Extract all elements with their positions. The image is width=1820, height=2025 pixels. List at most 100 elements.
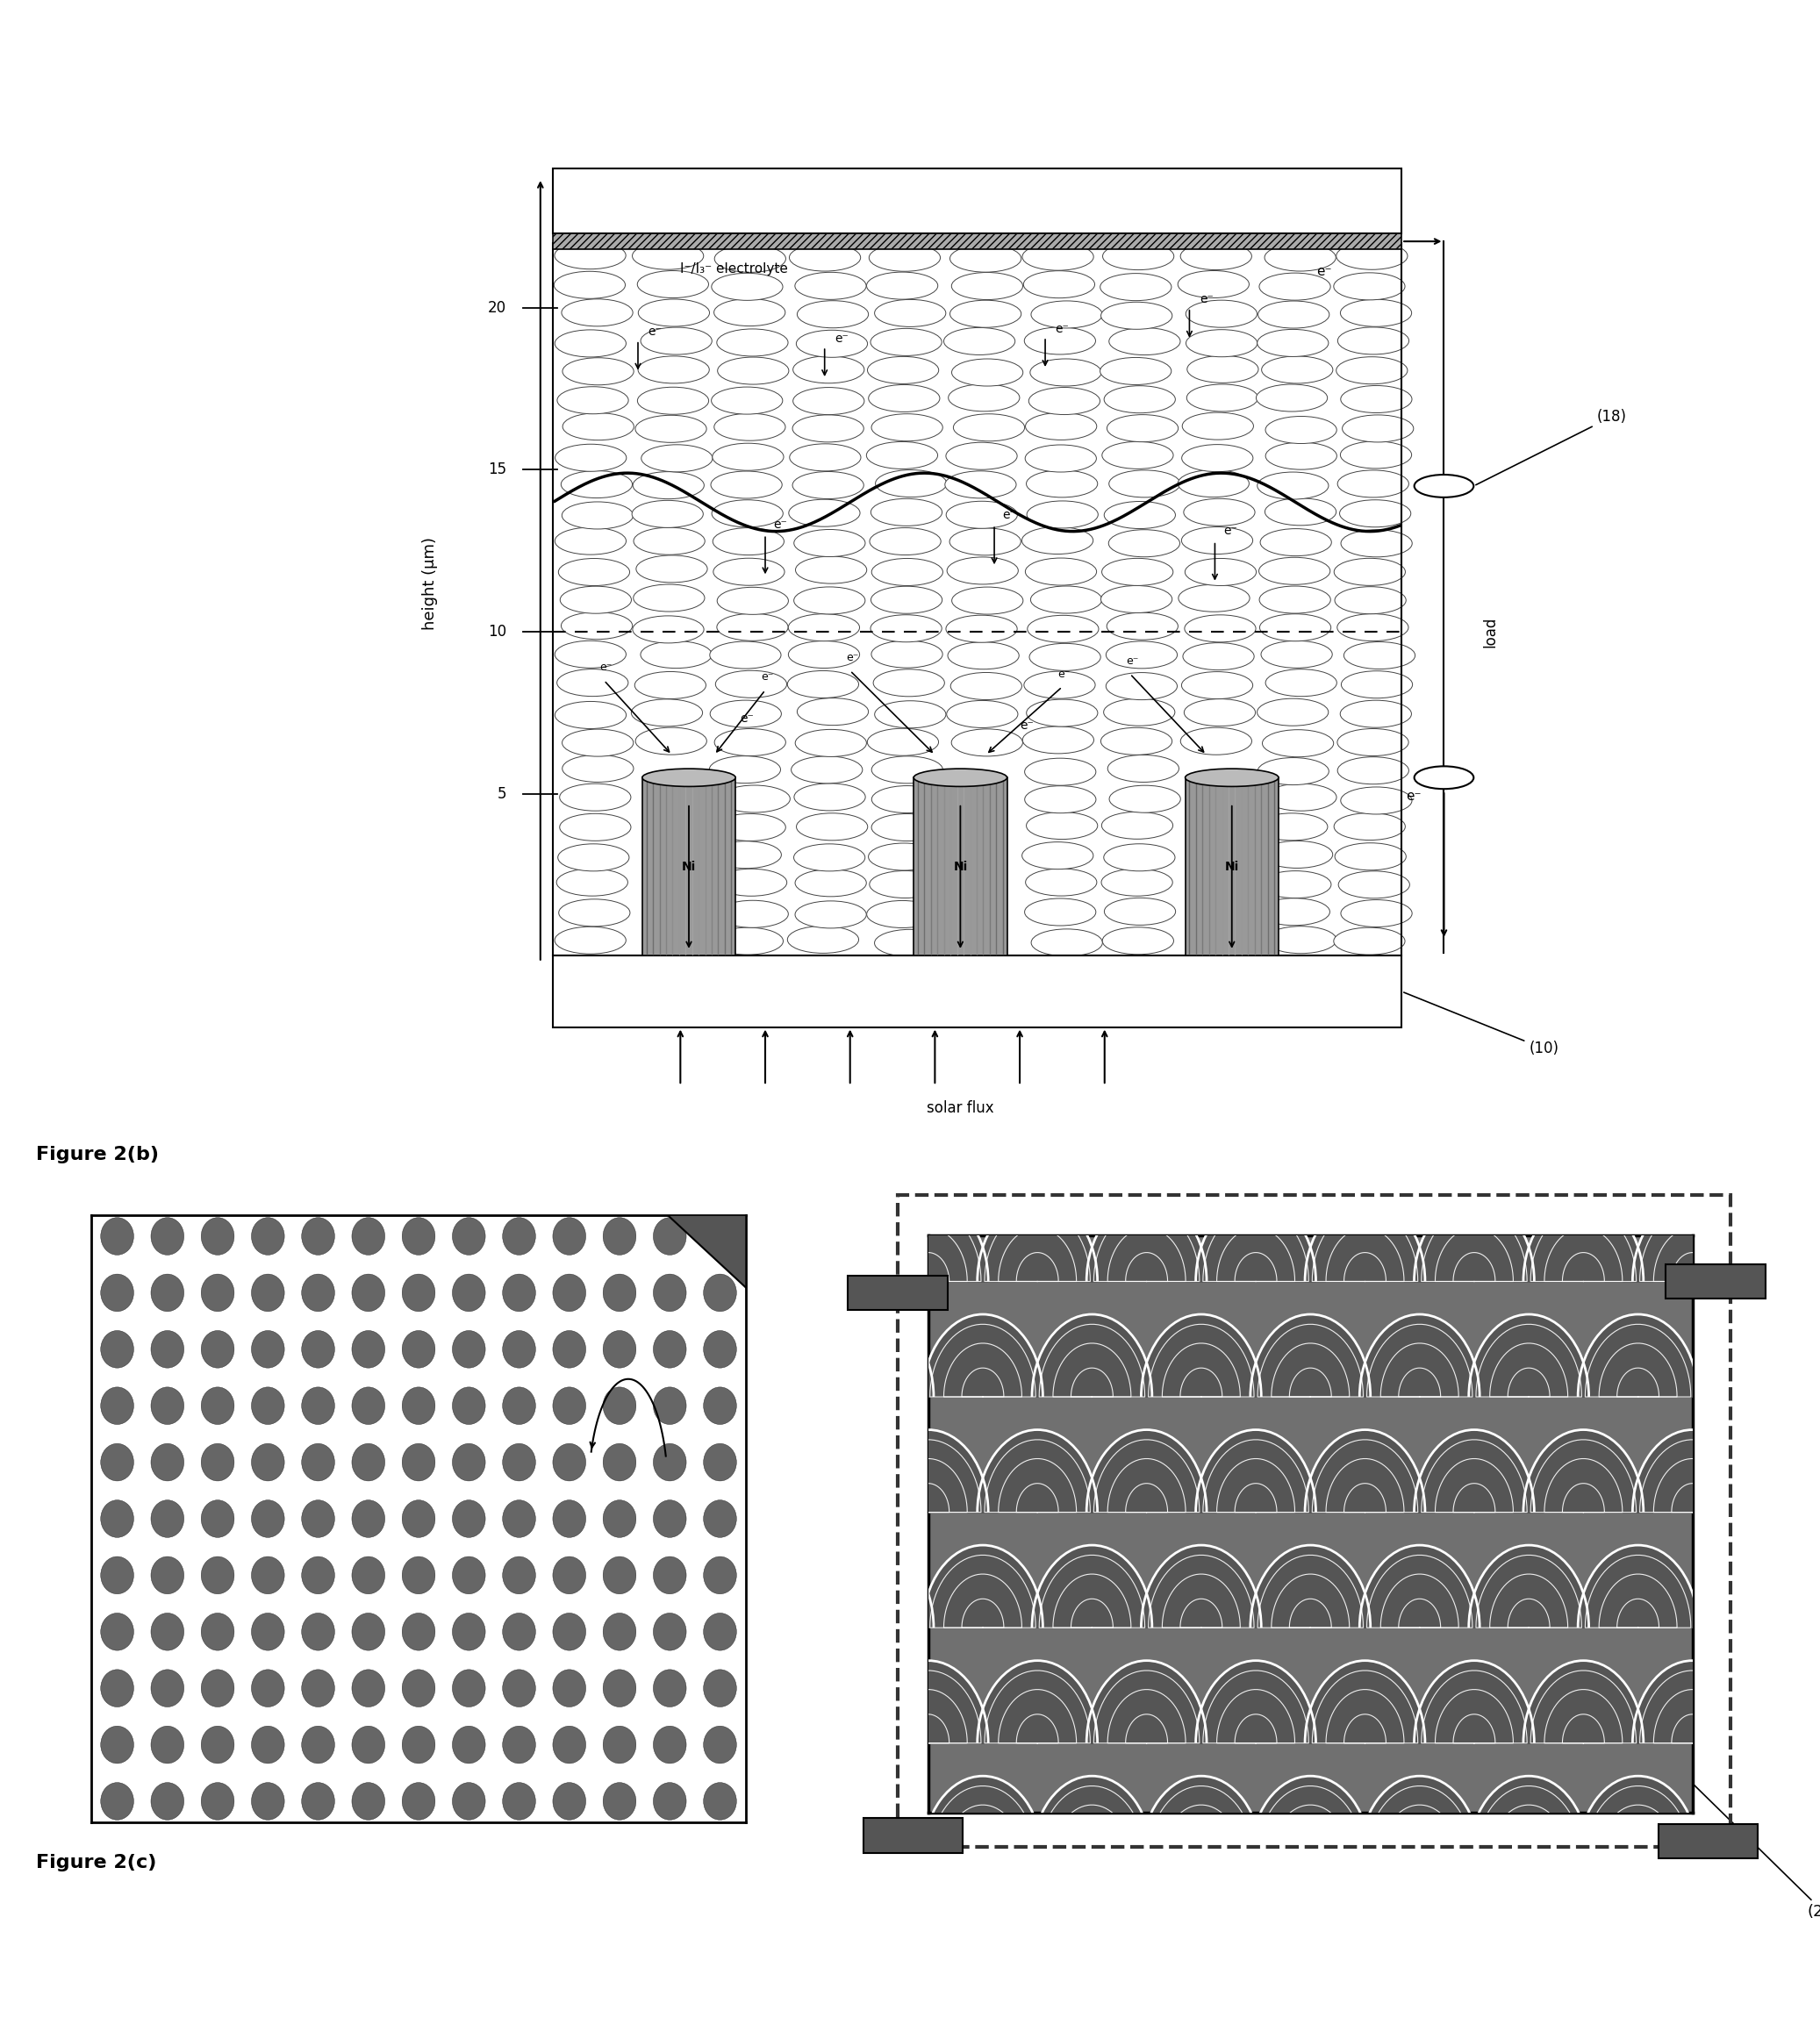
Ellipse shape [151,1387,184,1424]
Circle shape [872,413,943,441]
Circle shape [1108,470,1179,498]
Circle shape [710,840,781,869]
Ellipse shape [251,1669,284,1707]
Ellipse shape [502,1330,535,1369]
Polygon shape [1414,1430,1534,1513]
Ellipse shape [402,1330,435,1369]
Circle shape [1108,531,1179,557]
Circle shape [1108,328,1179,354]
Circle shape [792,472,864,498]
Circle shape [1099,273,1172,300]
Circle shape [1105,387,1176,413]
Polygon shape [923,1314,1043,1397]
Circle shape [952,587,1023,614]
Text: I⁻/I₃⁻ electrolyte: I⁻/I₃⁻ electrolyte [681,263,788,275]
Circle shape [717,328,788,356]
Ellipse shape [642,770,735,786]
Circle shape [950,245,1021,271]
Circle shape [875,300,946,326]
Circle shape [1103,927,1174,954]
Ellipse shape [502,1274,535,1312]
Circle shape [795,869,866,897]
Ellipse shape [453,1217,486,1256]
Ellipse shape [704,1444,737,1480]
Circle shape [1259,899,1330,925]
Circle shape [557,869,628,895]
Circle shape [795,330,868,356]
Circle shape [1414,474,1474,498]
Circle shape [559,814,632,840]
Circle shape [1185,559,1256,585]
Circle shape [1343,415,1414,441]
Circle shape [1334,927,1405,954]
Circle shape [1178,271,1249,298]
Circle shape [1338,470,1409,498]
Ellipse shape [914,770,1006,786]
Bar [914,778,1006,956]
Text: 15: 15 [488,462,506,478]
Circle shape [1185,699,1256,727]
Ellipse shape [653,1217,686,1256]
Circle shape [1338,614,1409,642]
Ellipse shape [704,1614,737,1650]
Polygon shape [868,1660,988,1744]
Circle shape [1025,446,1096,472]
Circle shape [1259,871,1330,899]
Polygon shape [1469,1545,1589,1628]
Ellipse shape [100,1614,133,1650]
Ellipse shape [251,1217,284,1256]
Ellipse shape [402,1557,435,1594]
Ellipse shape [502,1444,535,1480]
Circle shape [872,640,943,668]
Ellipse shape [251,1274,284,1312]
Text: e⁻: e⁻ [1405,790,1421,802]
Ellipse shape [151,1614,184,1650]
Circle shape [715,670,786,699]
Circle shape [559,559,630,585]
Polygon shape [1578,1776,1698,1859]
Circle shape [1334,587,1407,614]
Circle shape [1341,788,1412,814]
Circle shape [635,727,706,755]
Ellipse shape [453,1557,486,1594]
Circle shape [561,612,632,640]
Ellipse shape [602,1387,635,1424]
Ellipse shape [351,1444,384,1480]
Circle shape [1258,302,1329,328]
Text: e⁻: e⁻ [1057,668,1070,680]
Circle shape [870,498,943,527]
Circle shape [1414,765,1474,790]
Circle shape [1021,527,1094,555]
Text: Figure 2(c): Figure 2(c) [36,1855,157,1871]
Ellipse shape [653,1387,686,1424]
Polygon shape [923,1545,1043,1628]
Circle shape [639,300,710,326]
Text: TCO glass  (2): TCO glass (2) [897,984,1006,998]
Polygon shape [1032,1314,1152,1397]
Circle shape [1101,869,1172,895]
Polygon shape [1360,1545,1480,1628]
Ellipse shape [202,1217,235,1256]
Ellipse shape [302,1557,335,1594]
Text: e⁻: e⁻ [835,332,848,344]
Polygon shape [814,1545,934,1628]
Circle shape [559,899,630,925]
Polygon shape [1633,1430,1753,1513]
Text: Figure 2(b): Figure 2(b) [36,1146,160,1162]
Ellipse shape [553,1782,586,1820]
Circle shape [788,500,861,527]
Circle shape [555,640,626,668]
Ellipse shape [351,1669,384,1707]
Text: Ni: Ni [682,861,695,873]
Circle shape [1025,328,1096,354]
Polygon shape [1087,1199,1207,1282]
Circle shape [1338,871,1410,899]
Circle shape [557,387,628,413]
Ellipse shape [602,1614,635,1650]
Polygon shape [1414,1199,1534,1282]
Circle shape [1183,413,1254,439]
Circle shape [1030,585,1101,614]
Ellipse shape [251,1782,284,1820]
Ellipse shape [553,1725,586,1764]
Circle shape [561,470,632,498]
